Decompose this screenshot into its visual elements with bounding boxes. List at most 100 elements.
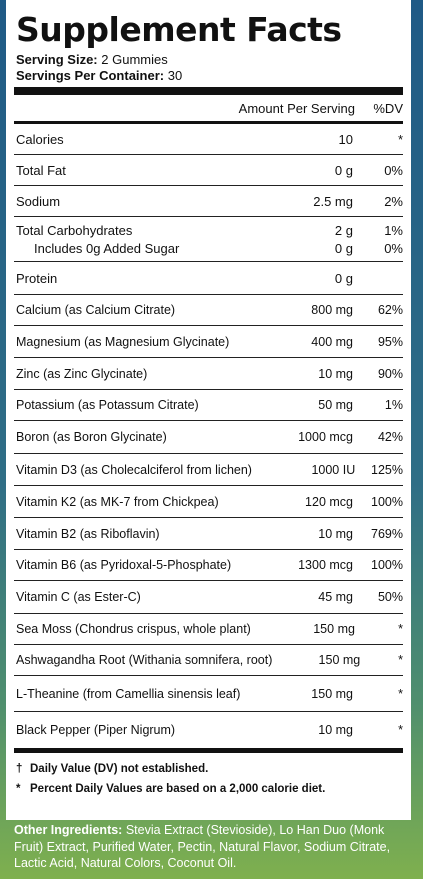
table-row: Includes 0g Added Sugar 0 g 0% xyxy=(14,239,403,257)
table-row: Total Fat 0 g 0% xyxy=(14,155,403,186)
nutrient-dv: 100% xyxy=(371,558,403,572)
nutrient-amount: 0 g xyxy=(334,270,353,286)
nutrient-amount: 0 g xyxy=(334,162,353,178)
nutrient-amount: 1000 mcg xyxy=(298,430,353,444)
nutrient-amount: 1300 mcg xyxy=(298,558,353,572)
table-row: Vitamin K2 (as MK-7 from Chickpea) 120 m… xyxy=(14,486,403,518)
table-row: Vitamin B6 (as Pyridoxal-5-Phosphate) 13… xyxy=(14,550,403,581)
dagger-text: Daily Value (DV) not established. xyxy=(30,763,209,775)
servings-value: 30 xyxy=(167,68,183,83)
table-row: Zinc (as Zinc Glycinate) 10 mg 90% xyxy=(14,358,403,390)
serving-size-label: Serving Size: xyxy=(16,52,98,67)
table-row: Black Pepper (Piper Nigrum) 10 mg * xyxy=(14,712,403,748)
table-row: Sodium 2.5 mg 2% xyxy=(14,186,403,217)
nutrient-dv: 95% xyxy=(377,334,403,349)
nutrient-dv: 1% xyxy=(384,398,403,412)
table-row: Potassium (as Potassum Citrate) 50 mg 1% xyxy=(14,390,403,421)
nutrient-name: Vitamin B6 (as Pyridoxal-5-Phosphate) xyxy=(16,558,232,572)
nutrient-dv: 769% xyxy=(371,526,403,541)
nutrient-name: Zinc (as Zinc Glycinate) xyxy=(16,366,148,381)
nutrient-amount: 120 mcg xyxy=(305,494,353,509)
nutrient-name: Protein xyxy=(16,270,58,286)
serving-size-value: 2 Gummies xyxy=(101,52,168,67)
table-row: Vitamin B2 (as Riboflavin) 10 mg 769% xyxy=(14,518,403,550)
nutrient-name: Includes 0g Added Sugar xyxy=(34,240,180,256)
table-row: Sea Moss (Chondrus crispus, whole plant)… xyxy=(14,614,403,645)
table-row: L-Theanine (from Camellia sinensis leaf)… xyxy=(14,676,403,712)
other-ingredients-label: Other Ingredients: xyxy=(14,823,123,837)
nutrient-dv: * xyxy=(397,131,403,147)
nutrient-amount: 1000 IU xyxy=(311,462,356,477)
nutrient-amount: 2 g xyxy=(334,222,353,238)
nutrient-dv: 90% xyxy=(377,366,403,381)
nutrient-name: Vitamin C (as Ester-C) xyxy=(16,590,141,604)
table-row: Protein 0 g xyxy=(14,262,403,295)
nutrient-dv: * xyxy=(398,723,403,737)
nutrient-dv: * xyxy=(398,653,403,667)
nutrient-dv: 50% xyxy=(377,590,403,604)
carbohydrates-block: Total Carbohydrates 2 g 1% Includes 0g A… xyxy=(14,217,403,262)
table-row: Calcium (as Calcium Citrate) 800 mg 62% xyxy=(14,295,403,326)
nutrient-name: Calcium (as Calcium Citrate) xyxy=(16,303,176,317)
column-header: Amount Per Serving %DV xyxy=(14,95,403,124)
table-row: Total Carbohydrates 2 g 1% xyxy=(14,221,403,239)
nutrient-amount: 150 mg xyxy=(318,653,361,667)
nutrient-amount: 400 mg xyxy=(311,334,353,349)
dagger-note: † Daily Value (DV) not established. xyxy=(16,763,403,775)
daily-value-note: * Percent Daily Values are based on a 2,0… xyxy=(16,783,403,795)
nutrient-name: L-Theanine (from Camellia sinensis leaf) xyxy=(16,686,241,701)
servings-label: Servings Per Container: xyxy=(16,68,165,83)
nutrient-amount: 800 mg xyxy=(311,303,353,317)
nutrient-name: Total Fat xyxy=(16,162,66,178)
nutrient-amount: 45 mg xyxy=(318,590,353,604)
table-row: Vitamin C (as Ester-C) 45 mg 50% xyxy=(14,581,403,614)
nutrient-amount: 150 mg xyxy=(311,686,353,701)
nutrient-amount: 150 mg xyxy=(313,622,355,636)
nutrient-dv: 1% xyxy=(384,222,403,238)
nutrient-name: Vitamin B2 (as Riboflavin) xyxy=(16,526,160,541)
other-ingredients-text: Stevia Extract (Stevioside), Lo Han Duo … xyxy=(14,823,391,870)
table-row: Ashwagandha Root (Withania somnifera, ro… xyxy=(14,645,403,676)
amount-per-serving-header: Amount Per Serving xyxy=(238,100,355,116)
nutrient-name: Ashwagandha Root (Withania somnifera, ro… xyxy=(16,653,273,667)
divider-thick xyxy=(14,87,403,95)
table-row: Vitamin D3 (as Cholecalciferol from lich… xyxy=(14,454,403,486)
nutrient-dv: * xyxy=(398,686,403,701)
nutrient-amount: 10 mg xyxy=(318,526,353,541)
dv-header: %DV xyxy=(373,100,403,116)
nutrient-amount: 2.5 mg xyxy=(313,193,353,209)
nutrient-dv: 42% xyxy=(377,430,403,444)
nutrient-name: Sodium xyxy=(16,193,61,209)
nutrient-dv: 125% xyxy=(371,462,403,477)
nutrient-name: Black Pepper (Piper Nigrum) xyxy=(16,723,176,737)
nutrient-amount: 10 mg xyxy=(318,723,353,737)
nutrient-dv: 2% xyxy=(384,193,403,209)
nutrient-name: Magnesium (as Magnesium Glycinate) xyxy=(16,334,230,349)
divider-thick-bottom xyxy=(14,748,403,753)
table-row: Magnesium (as Magnesium Glycinate) 400 m… xyxy=(14,326,403,358)
nutrient-name: Total Carbohydrates xyxy=(16,222,133,238)
nutrient-dv: 100% xyxy=(371,494,403,509)
supplement-facts-panel: Supplement Facts Serving Size: 2 Gummies… xyxy=(6,0,411,820)
other-ingredients: Other Ingredients: Stevia Extract (Stevi… xyxy=(14,822,409,872)
table-row: Boron (as Boron Glycinate) 1000 mcg 42% xyxy=(14,421,403,454)
daily-value-text: Percent Daily Values are based on a 2,00… xyxy=(30,783,326,795)
nutrient-name: Boron (as Boron Glycinate) xyxy=(16,430,167,444)
panel-title: Supplement Facts xyxy=(16,10,342,49)
asterisk-symbol: * xyxy=(16,783,21,795)
serving-size: Serving Size: 2 Gummies xyxy=(16,52,403,68)
nutrient-amount: 10 xyxy=(338,131,353,147)
table-row: Calories 10 * xyxy=(14,124,403,155)
nutrient-dv: 0% xyxy=(384,162,403,178)
nutrient-dv: * xyxy=(398,622,403,636)
nutrient-name: Calories xyxy=(16,131,64,147)
dagger-symbol: † xyxy=(16,763,23,775)
nutrient-amount: 50 mg xyxy=(318,398,353,412)
nutrient-name: Potassium (as Potassum Citrate) xyxy=(16,398,199,412)
nutrient-dv: 62% xyxy=(377,303,403,317)
servings-per-container: Servings Per Container: 30 xyxy=(16,68,403,84)
nutrient-name: Vitamin D3 (as Cholecalciferol from lich… xyxy=(16,462,252,477)
nutrient-amount: 10 mg xyxy=(318,366,353,381)
nutrient-amount: 0 g xyxy=(334,240,353,256)
nutrient-name: Sea Moss (Chondrus crispus, whole plant) xyxy=(16,622,251,636)
